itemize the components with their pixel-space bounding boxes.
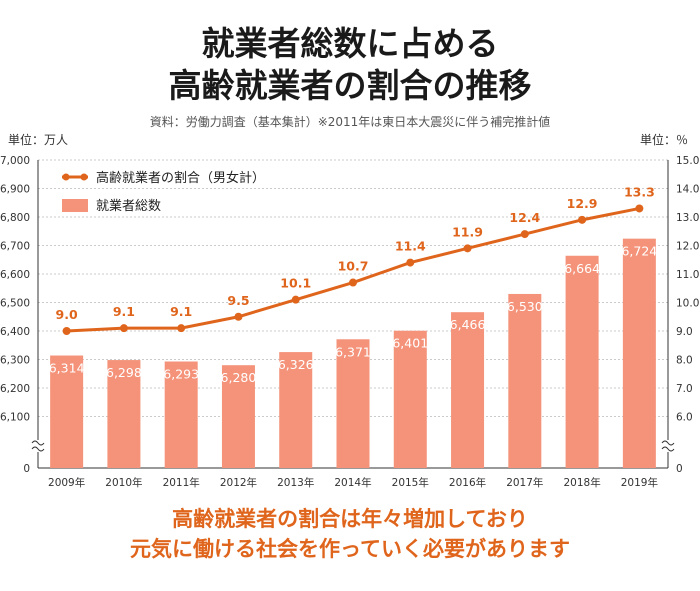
bar-value-label: 6,280 [221, 370, 257, 385]
category-label: 2015年 [392, 476, 429, 489]
line-value-label: 10.7 [338, 259, 369, 274]
left-tick-label: 0 [23, 463, 30, 475]
right-tick-label: 15.0 [676, 155, 699, 167]
bar-value-label: 6,371 [335, 344, 371, 359]
right-tick-label: 9.0 [676, 326, 693, 338]
line-point [463, 244, 472, 253]
right-tick-label: 7.0 [676, 383, 693, 395]
legend-line-marker [62, 173, 70, 181]
line-point [520, 230, 529, 239]
left-tick-label: 6,300 [0, 355, 30, 367]
legend-line-marker [80, 173, 88, 181]
title-line-2: 高齢就業者の割合の推移 [168, 66, 532, 105]
bar [107, 360, 141, 468]
line-point [177, 324, 186, 333]
line-point [406, 258, 415, 267]
category-label: 2013年 [277, 476, 314, 489]
bar [336, 339, 370, 468]
bar-value-label: 6,298 [106, 365, 142, 380]
line-value-label: 9.5 [227, 293, 249, 308]
axis-break-symbol [31, 440, 45, 452]
line-value-label: 10.1 [280, 276, 311, 291]
left-tick-label: 6,800 [0, 212, 30, 224]
bar-value-label: 6,466 [450, 317, 486, 332]
line-value-label: 11.9 [452, 224, 483, 239]
left-tick-label: 6,900 [0, 184, 30, 196]
line-value-label: 11.4 [395, 239, 426, 254]
right-tick-label: 10.0 [676, 298, 699, 310]
line-value-label: 9.0 [56, 307, 78, 322]
bar-value-label: 6,293 [163, 366, 199, 381]
line-point [349, 278, 357, 287]
bar [622, 238, 656, 468]
bar-value-label: 6,530 [507, 299, 543, 314]
right-axis-unit: 単位：％ [639, 133, 688, 147]
title-line-1: 就業者総数に占める [201, 24, 499, 63]
line-value-label: 13.3 [624, 184, 655, 199]
category-label: 2014年 [334, 476, 371, 489]
category-label: 2009年 [48, 476, 85, 489]
line-point [62, 327, 71, 335]
bar [451, 312, 485, 468]
category-label: 2018年 [563, 476, 600, 489]
line-point [234, 312, 243, 321]
right-tick-label: 8.0 [676, 355, 693, 367]
bar [279, 352, 313, 468]
line-point [635, 204, 644, 213]
left-tick-label: 6,500 [0, 298, 30, 310]
right-tick-label: 14.0 [676, 184, 699, 196]
right-tick-label: 12.0 [676, 241, 699, 253]
right-tick-label: 13.0 [676, 212, 699, 224]
legend-bar-label: 就業者総数 [96, 198, 161, 214]
right-tick-label: 0 [676, 463, 683, 475]
line-value-label: 12.4 [509, 210, 540, 225]
axis-break-symbol [661, 440, 675, 452]
bar-value-label: 6,664 [564, 261, 600, 276]
legend-line-label: 高齢就業者の割合（男女計） [96, 170, 265, 186]
category-label: 2011年 [163, 476, 200, 489]
line-value-label: 9.1 [113, 304, 135, 319]
left-tick-label: 6,700 [0, 241, 30, 253]
line-value-label: 9.1 [170, 304, 192, 319]
left-axis-unit: 単位：万人 [8, 133, 69, 147]
right-tick-label: 6.0 [676, 412, 693, 424]
bar-value-label: 6,401 [392, 336, 428, 351]
bar [50, 355, 84, 468]
source-note: 資料：労働力調査（基本集計）※2011年は東日本大震災に伴う補完推計値 [149, 115, 551, 129]
chart: 6,100 6.0 6,200 7.0 6,300 8.0 6,400 9.0 6,500 10.… [0, 155, 699, 489]
left-tick-label: 7,000 [0, 155, 30, 167]
category-label: 2016年 [449, 476, 486, 489]
bar [221, 365, 255, 468]
bar-value-label: 6,314 [49, 361, 85, 376]
left-tick-label: 6,400 [0, 326, 30, 338]
bar [565, 255, 599, 468]
conclusion-line-2: 元気に働ける社会を作っていく必要があります [130, 537, 570, 561]
left-tick-label: 6,600 [0, 269, 30, 281]
category-label: 2012年 [220, 476, 257, 489]
line-value-label: 12.9 [567, 196, 598, 211]
category-label: 2017年 [506, 476, 543, 489]
category-label: 2019年 [621, 476, 658, 489]
bar [393, 330, 427, 468]
bar-value-label: 6,326 [278, 357, 314, 372]
line-point [119, 324, 128, 333]
right-tick-label: 11.0 [676, 269, 699, 281]
left-tick-label: 6,200 [0, 383, 30, 395]
bar [508, 293, 542, 468]
left-tick-label: 6,100 [0, 412, 30, 424]
legend-bar-swatch [62, 199, 88, 212]
line-point [291, 295, 300, 304]
bar-value-label: 6,724 [621, 244, 657, 259]
line-point [578, 215, 587, 224]
bar [164, 361, 198, 468]
category-label: 2010年 [105, 476, 142, 489]
conclusion-line-1: 高齢就業者の割合は年々増加しており [172, 507, 528, 531]
